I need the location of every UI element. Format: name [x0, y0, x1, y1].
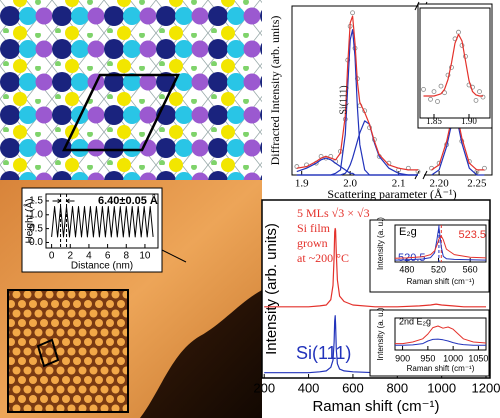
inset-frame [21, 187, 163, 273]
x-tick-label: 950 [420, 353, 435, 363]
data-point [421, 87, 426, 92]
x-tick-label: 2.25 [467, 178, 487, 190]
spacing-arrow [52, 198, 75, 204]
annotation: E₂g [399, 226, 417, 238]
series-line [51, 206, 154, 238]
x-tick-label: 2.1 [392, 178, 406, 190]
stm-step [140, 290, 262, 418]
x-axis-label: Raman shift (cm⁻¹) [407, 364, 475, 373]
y-axis-label: Intensity (arb. units) [263, 223, 280, 355]
x-tick-label: 1.85 [426, 116, 442, 126]
x-axis-label: Distance (nm) [71, 261, 133, 272]
annotation: Si(111) [338, 85, 349, 114]
axis-frame [394, 224, 487, 263]
series-line [394, 226, 487, 261]
y-axis-label: Diffracted Intensity (arb. units) [268, 16, 282, 166]
data-point [477, 89, 482, 94]
inset-frame [369, 219, 490, 293]
x-axis-label: Raman shift (cm⁻¹) [407, 277, 475, 286]
y-tick-label: 1.5 [29, 196, 43, 207]
annotation: grown [297, 236, 328, 250]
x-tick-label: 10 [139, 251, 151, 262]
x-tick-label: 900 [395, 353, 410, 363]
annotation: at ~200 °C [297, 251, 349, 265]
y-tick-label: 0.5 [29, 223, 43, 234]
x-tick-label: 560 [463, 264, 478, 274]
x-tick-label: 800 [386, 380, 408, 395]
series-line [296, 157, 418, 176]
x-tick-label: 1.9 [295, 178, 309, 190]
x-tick-label: 0 [49, 251, 55, 262]
annotation: 2nd E₂g [399, 316, 431, 326]
y-axis-label: Intensity (a. u.) [376, 217, 385, 270]
stm-zoom [7, 289, 129, 413]
x-tick-label: 400 [298, 380, 320, 395]
unit-cell [62, 73, 180, 152]
x-tick-label: 1000 [443, 353, 463, 363]
data-point [428, 96, 433, 102]
x-tick-label: 200 [253, 380, 275, 395]
data-point [438, 83, 444, 89]
x-tick-label: 1.90 [461, 116, 477, 126]
x-tick-label: 2.20 [429, 178, 449, 190]
axis-frame [419, 7, 491, 119]
data-point [350, 10, 355, 16]
x-tick-label: 4 [86, 251, 92, 262]
x-tick-label: 1050 [468, 353, 488, 363]
stm-cell [36, 338, 60, 368]
inset-frame [417, 3, 493, 129]
x-tick-label: 600 [342, 380, 364, 395]
x-tick-label: 520 [431, 264, 446, 274]
y-axis-label: Height (Å) [23, 198, 36, 243]
data-point [294, 164, 300, 169]
pointer [161, 249, 187, 263]
data-point [435, 99, 440, 104]
series-line [423, 33, 483, 97]
y-tick-label: 0.0 [29, 237, 43, 248]
x-tick-label: 8 [123, 251, 129, 262]
annotation: 6.40±0.05 Å [98, 194, 158, 207]
y-axis-label: Intensity (a. u.) [376, 307, 385, 360]
annotation: Si(111) [296, 343, 351, 363]
x-tick-label: 6 [105, 251, 111, 262]
x-tick-label: 1000 [427, 380, 456, 395]
axis-frame [394, 317, 487, 351]
crystal-structure [0, 0, 262, 180]
annotation: 5 MLs √3 × √3 [297, 206, 370, 220]
x-tick-label: 2 [67, 251, 73, 262]
axis-frame [261, 199, 491, 379]
data-point [480, 94, 486, 100]
series-line [395, 338, 486, 346]
x-axis-label: Scattering parameter (Å⁻¹) [327, 187, 456, 201]
series-line [264, 227, 486, 308]
inset-frame [369, 309, 490, 377]
y-tick-label: 1.0 [29, 209, 43, 220]
data-point [473, 98, 479, 103]
annotation: Si film [297, 221, 331, 235]
data-point [431, 89, 437, 94]
series-line [394, 235, 487, 259]
axis-frame [45, 193, 159, 249]
x-tick-label: 480 [399, 264, 414, 274]
x-axis-label: Raman shift (cm⁻¹) [312, 398, 439, 415]
reference-label: 523.5 [458, 229, 486, 241]
x-tick-label: 2.0 [343, 178, 357, 190]
x-tick-label: 1200 [472, 380, 500, 395]
series-line [296, 120, 418, 176]
data-point [482, 165, 487, 171]
series-line [395, 325, 487, 345]
